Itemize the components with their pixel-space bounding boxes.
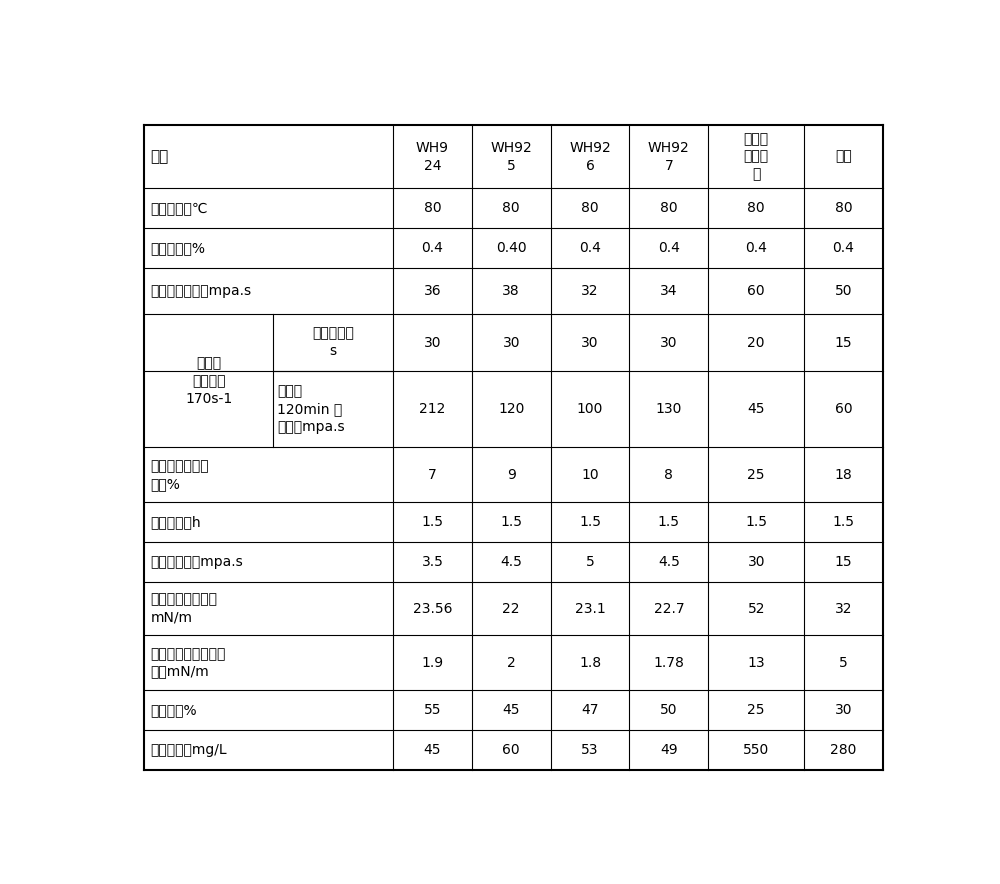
Text: 3.5: 3.5	[421, 555, 443, 569]
Text: 80: 80	[835, 202, 852, 215]
Text: 80: 80	[581, 202, 599, 215]
Text: 130: 130	[656, 402, 682, 416]
Text: 52: 52	[747, 602, 765, 615]
Text: 编号: 编号	[151, 149, 169, 164]
Text: 50: 50	[835, 284, 852, 298]
Text: 1.5: 1.5	[579, 515, 601, 530]
Text: 4.5: 4.5	[658, 555, 680, 569]
Text: 30: 30	[502, 336, 520, 349]
Text: 45: 45	[424, 743, 441, 757]
Text: 80: 80	[660, 202, 678, 215]
Text: 30: 30	[835, 703, 852, 717]
Text: 破胶液表面张力，
mN/m: 破胶液表面张力， mN/m	[151, 592, 218, 624]
Text: 550: 550	[743, 743, 769, 757]
Text: 53: 53	[581, 743, 599, 757]
Text: 30: 30	[424, 336, 441, 349]
Text: 剪切，
120min 后
粘度，mpa.s: 剪切， 120min 后 粘度，mpa.s	[277, 385, 345, 434]
Text: 32: 32	[581, 284, 599, 298]
Text: 1.5: 1.5	[500, 515, 522, 530]
Text: 25: 25	[747, 468, 765, 482]
Text: 普通聚
丙烯酰
胺: 普通聚 丙烯酰 胺	[744, 132, 769, 181]
Text: 212: 212	[419, 402, 446, 416]
Text: 60: 60	[747, 284, 765, 298]
Text: 1.5: 1.5	[421, 515, 443, 530]
Text: 1.78: 1.78	[653, 656, 684, 670]
Text: 20: 20	[747, 336, 765, 349]
Text: 23.1: 23.1	[575, 602, 605, 615]
Text: 5: 5	[839, 656, 848, 670]
Text: WH92
5: WH92 5	[490, 141, 532, 172]
Text: 抗剪切
稳定性，
170s-1: 抗剪切 稳定性， 170s-1	[185, 356, 232, 406]
Text: 2: 2	[507, 656, 516, 670]
Text: 降阻率，%: 降阻率，%	[151, 703, 197, 717]
Text: 15: 15	[835, 336, 852, 349]
Text: 10: 10	[581, 468, 599, 482]
Text: 38: 38	[502, 284, 520, 298]
Text: 49: 49	[660, 743, 678, 757]
Text: 60: 60	[502, 743, 520, 757]
Text: WH92
6: WH92 6	[569, 141, 611, 172]
Text: 0.4: 0.4	[745, 240, 767, 255]
Text: 22.7: 22.7	[654, 602, 684, 615]
Text: 34: 34	[660, 284, 678, 298]
Text: 1.5: 1.5	[658, 515, 680, 530]
Text: 15: 15	[835, 555, 852, 569]
Text: 23.56: 23.56	[413, 602, 452, 615]
Text: 胍胶: 胍胶	[835, 149, 852, 164]
Text: 破胶时间，h: 破胶时间，h	[151, 515, 201, 530]
Text: 13: 13	[747, 656, 765, 670]
Text: 0.4: 0.4	[833, 240, 854, 255]
Text: WH9
24: WH9 24	[416, 141, 449, 172]
Text: 80: 80	[747, 202, 765, 215]
Text: 30: 30	[747, 555, 765, 569]
Text: 0.4: 0.4	[658, 240, 680, 255]
Text: 9: 9	[507, 468, 516, 482]
Text: 0.4: 0.4	[579, 240, 601, 255]
Text: 22: 22	[502, 602, 520, 615]
Text: 32: 32	[835, 602, 852, 615]
Text: 100: 100	[577, 402, 603, 416]
Text: 80: 80	[502, 202, 520, 215]
Text: 7: 7	[428, 468, 437, 482]
Text: WH92
7: WH92 7	[648, 141, 690, 172]
Text: 交联时间，
s: 交联时间， s	[312, 326, 354, 358]
Text: 18: 18	[835, 468, 852, 482]
Text: 检测温度，℃: 检测温度，℃	[151, 202, 208, 215]
Text: 5: 5	[586, 555, 594, 569]
Text: 0.4: 0.4	[421, 240, 443, 255]
Text: 60: 60	[835, 402, 852, 416]
Text: 基液表观粘度，mpa.s: 基液表观粘度，mpa.s	[151, 284, 252, 298]
Text: 1.5: 1.5	[833, 515, 855, 530]
Text: 280: 280	[830, 743, 857, 757]
Text: 47: 47	[581, 703, 599, 717]
Text: 45: 45	[747, 402, 765, 416]
Text: 30: 30	[581, 336, 599, 349]
Text: 36: 36	[424, 284, 441, 298]
Text: 1.5: 1.5	[745, 515, 767, 530]
Text: 120: 120	[498, 402, 524, 416]
Text: 55: 55	[424, 703, 441, 717]
Text: 30: 30	[660, 336, 678, 349]
Text: 残渣含量，mg/L: 残渣含量，mg/L	[151, 743, 227, 757]
Text: 破胶液与煤油界面张
力，mN/m: 破胶液与煤油界面张 力，mN/m	[151, 647, 226, 679]
Text: 1.9: 1.9	[421, 656, 443, 670]
Text: 4.5: 4.5	[500, 555, 522, 569]
Text: 8: 8	[664, 468, 673, 482]
Text: 溶解浓度，%: 溶解浓度，%	[151, 240, 206, 255]
Text: 1.8: 1.8	[579, 656, 601, 670]
Text: 25: 25	[747, 703, 765, 717]
Text: 破胶液粘度，mpa.s: 破胶液粘度，mpa.s	[151, 555, 243, 569]
Text: 50: 50	[660, 703, 678, 717]
Text: 45: 45	[502, 703, 520, 717]
Text: 0.40: 0.40	[496, 240, 527, 255]
Text: 80: 80	[424, 202, 441, 215]
Text: 岩心渗透率伤害
率，%: 岩心渗透率伤害 率，%	[151, 459, 209, 491]
